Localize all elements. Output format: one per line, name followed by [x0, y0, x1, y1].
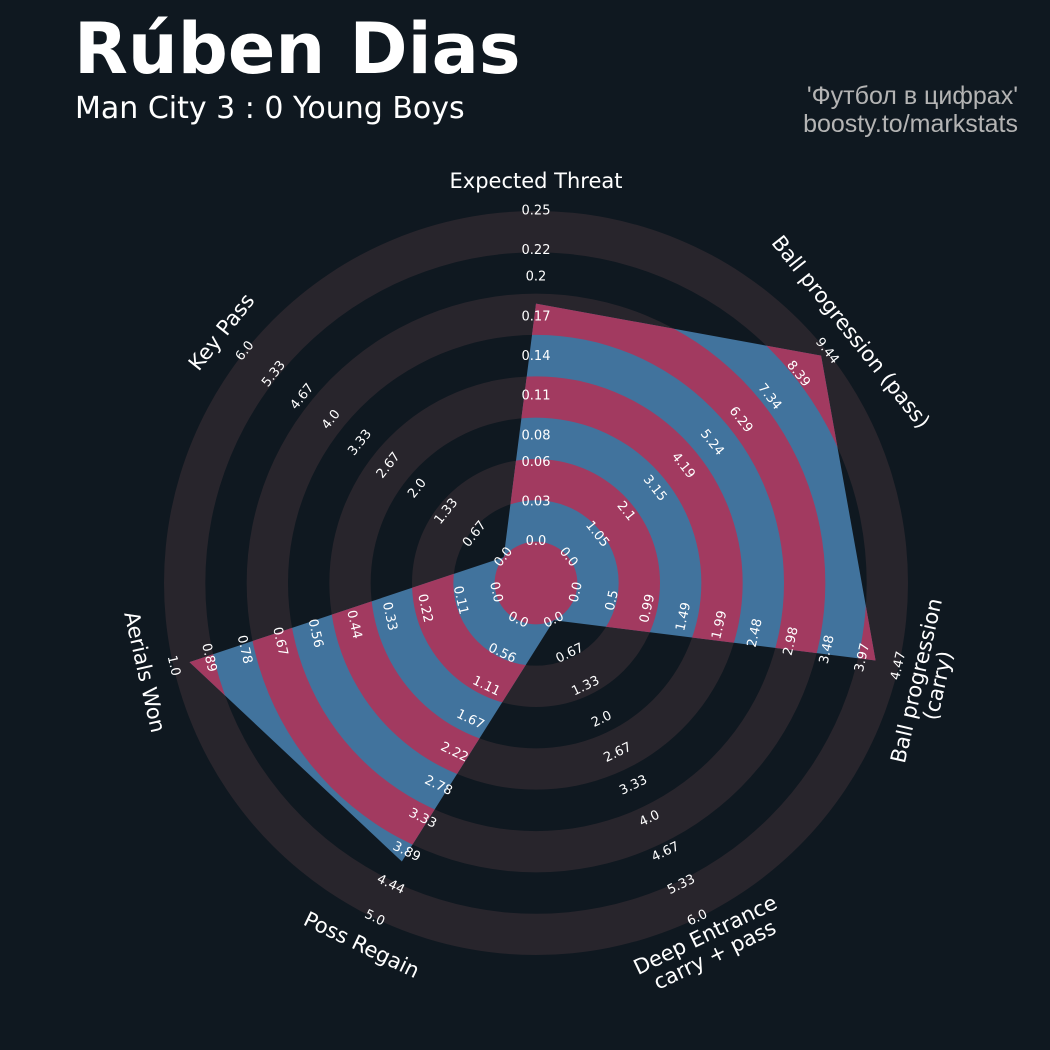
tick-label: 0.5	[603, 589, 622, 613]
tick-label: 2.48	[745, 617, 766, 649]
tick-label: 0.56	[305, 618, 326, 650]
tick-label: 0.99	[637, 593, 658, 625]
tick-label: 0.2	[526, 270, 547, 285]
tick-label: 3.97	[852, 642, 873, 674]
tick-label: 3.33	[345, 427, 375, 459]
subtitle: Man City 3 : 0 Young Boys	[75, 91, 465, 126]
tick-label: 3.33	[617, 773, 650, 799]
tick-label: 2.98	[781, 625, 802, 657]
tick-label: 2.0	[405, 476, 430, 502]
tick-label: 1.49	[673, 601, 694, 633]
title: Rúben Dias	[74, 8, 521, 90]
tick-label: 0.0	[526, 534, 547, 549]
tick-label: 0.78	[234, 634, 255, 666]
tick-label: 1.99	[709, 609, 730, 641]
tick-label: 0.14	[522, 349, 551, 364]
tick-label: 0.08	[522, 428, 551, 443]
tick-label: 0.03	[522, 494, 551, 509]
tick-label: 3.48	[817, 634, 838, 666]
tick-label: 0.44	[343, 609, 364, 641]
tick-label: 1.0	[164, 654, 183, 678]
tick-label: 0.0	[486, 580, 505, 604]
tick-label: 0.11	[522, 389, 551, 404]
credit: boosty.to/markstats	[803, 110, 1018, 138]
category-label: Expected Threat	[449, 169, 623, 193]
tick-label: 0.22	[522, 243, 551, 258]
tick-label: 0.89	[198, 642, 219, 674]
tick-label: 0.33	[379, 601, 400, 633]
tick-label: 4.47	[888, 650, 909, 682]
tick-label: 0.06	[522, 455, 551, 470]
tick-label: 0.22	[414, 593, 435, 625]
credit: 'Футбол в цифрах'	[806, 82, 1018, 110]
tick-label: 0.17	[522, 309, 551, 324]
center-circle	[494, 541, 578, 625]
tick-label: 0.0	[567, 580, 586, 604]
tick-label: 0.25	[522, 204, 551, 219]
tick-label: 2.0	[589, 708, 614, 730]
tick-label: 0.11	[450, 585, 471, 617]
tick-label: 0.67	[269, 626, 290, 658]
